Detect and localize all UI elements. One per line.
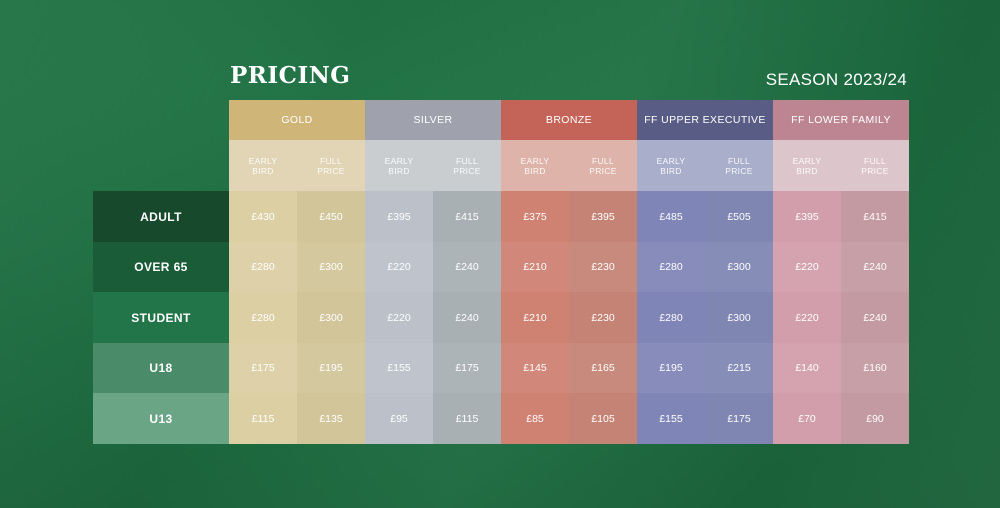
season-label: SEASON 2023/24 bbox=[765, 70, 907, 89]
page-title: PRICING bbox=[230, 62, 351, 89]
price-cell: £210 bbox=[501, 242, 569, 292]
price-cell: £90 bbox=[841, 393, 909, 444]
price-cell: £145 bbox=[501, 343, 569, 393]
price-cell: £165 bbox=[569, 343, 637, 393]
price-cell: £485 bbox=[637, 191, 705, 242]
price-cell: £175 bbox=[705, 393, 773, 444]
row-label-u18: U18 bbox=[93, 343, 229, 393]
price-cell: £140 bbox=[773, 343, 841, 393]
price-cell: £220 bbox=[365, 292, 433, 343]
price-cell: £280 bbox=[229, 292, 297, 343]
price-cell: £175 bbox=[433, 343, 501, 393]
price-cell: £155 bbox=[637, 393, 705, 444]
price-cell: £240 bbox=[841, 242, 909, 292]
price-cell: £230 bbox=[569, 242, 637, 292]
price-cell: £240 bbox=[433, 242, 501, 292]
price-cell: £195 bbox=[637, 343, 705, 393]
tier-header-ff-upper-executive: FF UPPER EXECUTIVE bbox=[637, 100, 773, 140]
price-cell: £85 bbox=[501, 393, 569, 444]
subheader-silver-full-price: FULL PRICE bbox=[433, 140, 501, 191]
price-cell: £240 bbox=[841, 292, 909, 343]
subheader-bronze-early-bird: EARLY BIRD bbox=[501, 140, 569, 191]
row-label-over-65: OVER 65 bbox=[93, 242, 229, 292]
subheader-ff-lower-family-early-bird: EARLY BIRD bbox=[773, 140, 841, 191]
price-cell: £375 bbox=[501, 191, 569, 242]
tier-header-ff-lower-family: FF LOWER FAMILY bbox=[773, 100, 909, 140]
price-cell: £430 bbox=[229, 191, 297, 242]
subheader-bronze-full-price: FULL PRICE bbox=[569, 140, 637, 191]
row-label-adult: ADULT bbox=[93, 191, 229, 242]
price-cell: £155 bbox=[365, 343, 433, 393]
tier-header-silver: SILVER bbox=[365, 100, 501, 140]
subheader-ff-upper-executive-full-price: FULL PRICE bbox=[705, 140, 773, 191]
price-cell: £505 bbox=[705, 191, 773, 242]
price-cell: £135 bbox=[297, 393, 365, 444]
price-cell: £450 bbox=[297, 191, 365, 242]
price-cell: £95 bbox=[365, 393, 433, 444]
subheader-ff-lower-family-full-price: FULL PRICE bbox=[841, 140, 909, 191]
price-cell: £220 bbox=[773, 242, 841, 292]
row-label-student: STUDENT bbox=[93, 292, 229, 343]
price-cell: £105 bbox=[569, 393, 637, 444]
price-cell: £215 bbox=[705, 343, 773, 393]
price-cell: £415 bbox=[841, 191, 909, 242]
price-cell: £160 bbox=[841, 343, 909, 393]
price-cell: £115 bbox=[229, 393, 297, 444]
subheader-gold-full-price: FULL PRICE bbox=[297, 140, 365, 191]
price-cell: £280 bbox=[229, 242, 297, 292]
price-cell: £195 bbox=[297, 343, 365, 393]
price-cell: £395 bbox=[569, 191, 637, 242]
subheader-ff-upper-executive-early-bird: EARLY BIRD bbox=[637, 140, 705, 191]
price-cell: £230 bbox=[569, 292, 637, 343]
price-cell: £300 bbox=[297, 242, 365, 292]
tier-header-bronze: BRONZE bbox=[501, 100, 637, 140]
price-cell: £300 bbox=[705, 292, 773, 343]
price-cell: £240 bbox=[433, 292, 501, 343]
row-label-u13: U13 bbox=[93, 393, 229, 444]
price-cell: £415 bbox=[433, 191, 501, 242]
price-cell: £175 bbox=[229, 343, 297, 393]
price-cell: £280 bbox=[637, 292, 705, 343]
price-cell: £300 bbox=[705, 242, 773, 292]
price-cell: £70 bbox=[773, 393, 841, 444]
price-cell: £210 bbox=[501, 292, 569, 343]
price-cell: £220 bbox=[773, 292, 841, 343]
subheader-silver-early-bird: EARLY BIRD bbox=[365, 140, 433, 191]
price-cell: £115 bbox=[433, 393, 501, 444]
price-cell: £395 bbox=[365, 191, 433, 242]
price-cell: £395 bbox=[773, 191, 841, 242]
price-cell: £280 bbox=[637, 242, 705, 292]
price-cell: £220 bbox=[365, 242, 433, 292]
tier-header-gold: GOLD bbox=[229, 100, 365, 140]
subheader-gold-early-bird: EARLY BIRD bbox=[229, 140, 297, 191]
price-cell: £300 bbox=[297, 292, 365, 343]
